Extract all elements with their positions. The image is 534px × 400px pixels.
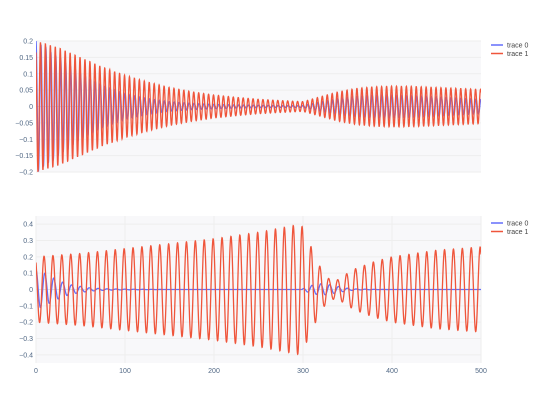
y-tick-label: 0.1 [23, 271, 33, 278]
subplot-top: −0.2 −0.15 −0.1 −0.05 0 0.05 0.1 0.15 0.2 trace 0… [15, 39, 528, 177]
x-tick-label: 300 [297, 368, 309, 375]
x-tick-label: 0 [34, 368, 38, 375]
y-tick-label: −0.05 [15, 120, 33, 127]
y-tick-label: −0.15 [15, 153, 33, 160]
y-tick-label: 0.1 [23, 71, 33, 78]
y-tick-label: 0 [29, 104, 33, 111]
y-tick-label: −0.2 [19, 320, 33, 327]
y-tick-label: 0.2 [23, 254, 33, 261]
legend-label[interactable]: trace 0 [507, 43, 529, 50]
legend-label[interactable]: trace 0 [507, 221, 529, 228]
y-tick-label: 0.15 [19, 55, 33, 62]
series-line-trace-1[interactable] [36, 224, 481, 356]
y-tick-label: −0.3 [19, 336, 33, 343]
y-tick-label: −0.1 [19, 137, 33, 144]
y-tick-label: 0.3 [23, 238, 33, 245]
x-tick-label: 500 [475, 368, 487, 375]
series-line-trace-1[interactable] [36, 42, 481, 172]
legend-label[interactable]: trace 1 [507, 229, 529, 236]
y-tick-label: −0.2 [19, 170, 33, 177]
y-tick-label: −0.1 [19, 303, 33, 310]
y-tick-label: 0.2 [23, 39, 33, 46]
y-tick-label: 0 [29, 287, 33, 294]
y-tick-label: 0.05 [19, 88, 33, 95]
x-tick-label: 400 [386, 368, 398, 375]
y-tick-label: 0.4 [23, 222, 33, 229]
x-tick-label: 100 [119, 368, 131, 375]
subplot-bottom: −0.4 −0.3 −0.2 −0.1 0 0.1 0.2 0.3 0.4 0 100 200 300 4… [19, 216, 529, 375]
legend-label[interactable]: trace 1 [507, 51, 529, 58]
x-tick-label: 200 [208, 368, 220, 375]
y-tick-label: −0.4 [19, 352, 33, 359]
